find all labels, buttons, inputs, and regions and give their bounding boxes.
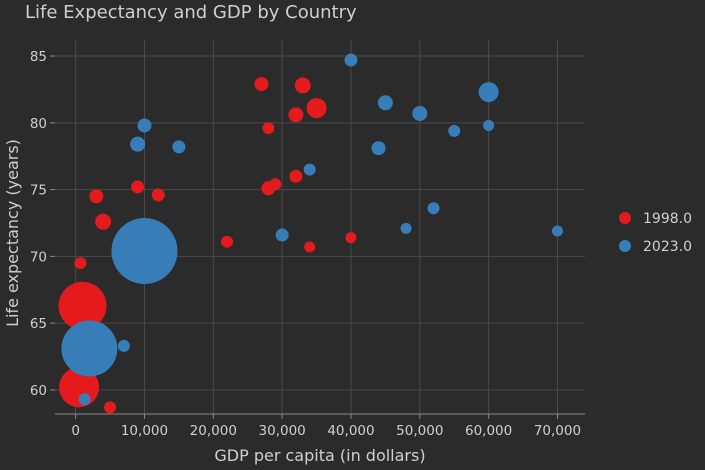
y-tick-label: 75: [30, 183, 47, 199]
data-point: [78, 393, 91, 406]
data-point: [262, 122, 275, 135]
data-point: [74, 257, 87, 270]
x-tick-label: 0: [71, 423, 80, 439]
data-point: [448, 124, 461, 137]
data-point: [221, 235, 234, 248]
legend-marker: [619, 240, 631, 252]
data-point: [104, 401, 117, 414]
x-tick-label: 50,000: [396, 423, 443, 439]
data-point: [294, 77, 311, 94]
data-point: [89, 189, 104, 204]
data-point: [61, 320, 118, 377]
data-point: [58, 281, 107, 330]
x-tick-label: 60,000: [465, 423, 512, 439]
y-tick-label: 85: [30, 49, 47, 65]
y-tick-label: 70: [30, 249, 47, 265]
data-point: [478, 82, 499, 103]
data-point: [172, 140, 186, 154]
data-point: [111, 218, 178, 285]
data-point: [304, 241, 316, 253]
data-point: [131, 180, 145, 194]
data-point: [303, 163, 316, 176]
data-point: [289, 169, 303, 183]
data-points: [58, 53, 563, 414]
data-point: [117, 339, 130, 352]
legend-label: 1998.0: [643, 211, 692, 227]
data-point: [95, 213, 112, 230]
x-tick-label: 70,000: [534, 423, 581, 439]
y-tick-label: 80: [30, 116, 47, 132]
x-axis-label: GDP per capita (in dollars): [214, 446, 425, 465]
y-tick-label: 60: [30, 383, 47, 399]
data-point: [377, 95, 393, 111]
data-point: [412, 105, 428, 121]
legend-marker: [619, 212, 631, 224]
y-axis-label: Life expectancy (years): [3, 139, 22, 327]
data-point: [275, 228, 289, 242]
data-point: [254, 77, 269, 92]
legend: 1998.0 2023.0: [619, 211, 692, 255]
data-point: [137, 118, 152, 133]
data-point: [344, 53, 358, 67]
x-tick-label: 30,000: [259, 423, 306, 439]
data-point: [551, 225, 563, 237]
y-tick-label: 65: [30, 316, 47, 332]
data-point: [151, 188, 165, 202]
data-point: [306, 98, 327, 119]
data-point: [483, 119, 495, 131]
axes: [50, 55, 585, 419]
data-point: [269, 178, 282, 191]
data-point: [345, 232, 357, 244]
data-point: [371, 141, 386, 156]
legend-label: 2023.0: [643, 239, 692, 255]
x-tick-label: 20,000: [190, 423, 237, 439]
chart-title: Life Expectancy and GDP by Country: [25, 2, 357, 23]
data-point: [427, 202, 440, 215]
x-tick-label: 40,000: [327, 423, 374, 439]
data-point: [130, 136, 146, 152]
data-point: [400, 222, 412, 234]
data-point: [288, 107, 304, 123]
x-tick-label: 10,000: [121, 423, 168, 439]
tick-labels: 0 10,000 20,000 30,000 40,000 50,000 60,000 70,…: [30, 49, 581, 439]
